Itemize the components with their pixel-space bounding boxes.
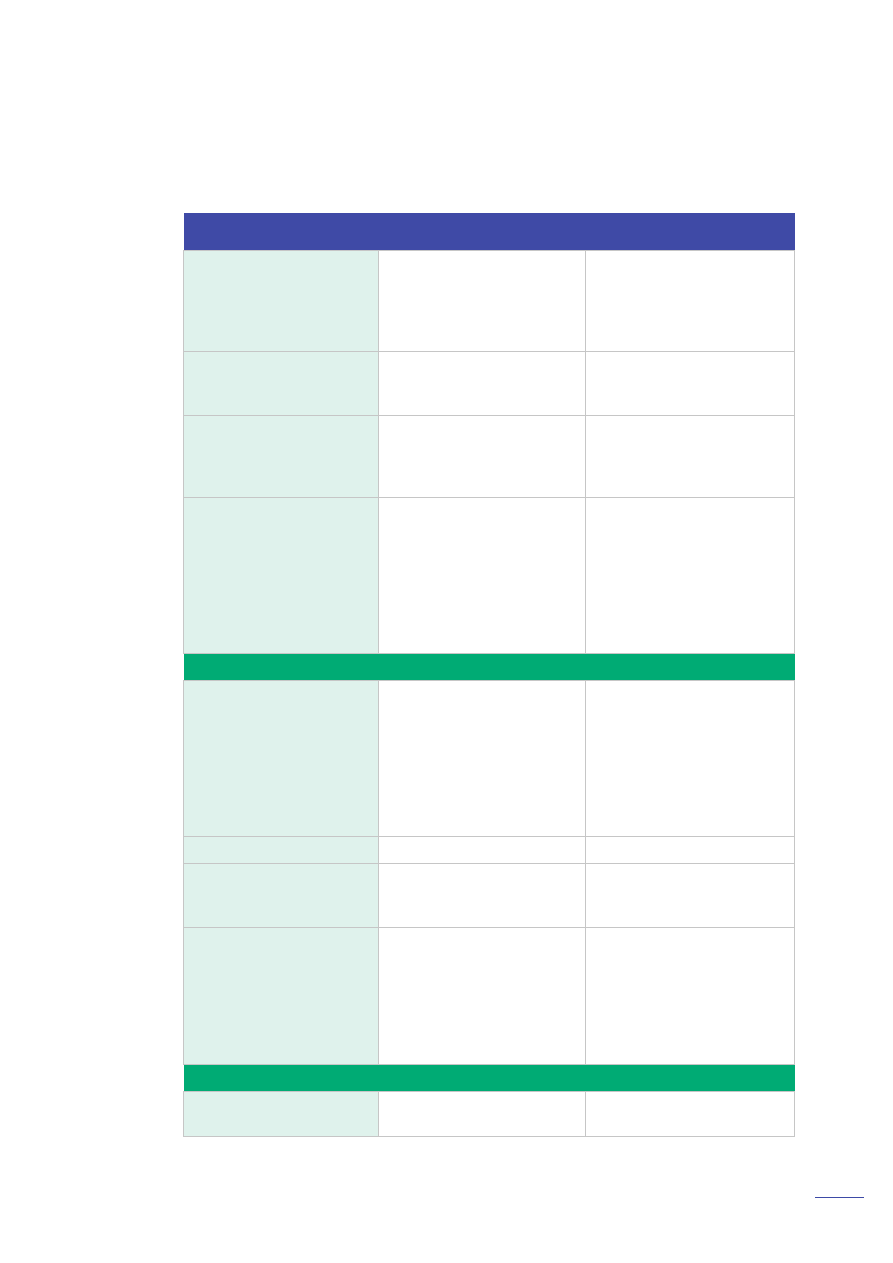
row-value-cell	[378, 1091, 586, 1137]
section-heading	[183, 1064, 795, 1092]
row-value-cell	[378, 415, 586, 498]
table-row	[183, 415, 795, 498]
section-heading-row	[183, 653, 795, 681]
table-row	[183, 1091, 795, 1137]
row-value-cell	[585, 836, 795, 864]
row-value-cell	[378, 927, 586, 1065]
row-value-cell	[585, 415, 795, 498]
table-header-row	[183, 213, 795, 251]
row-label-cell	[183, 927, 379, 1065]
table-row	[183, 250, 795, 352]
row-value-cell	[585, 497, 795, 654]
section-heading-row	[183, 1064, 795, 1092]
row-value-cell	[585, 863, 795, 928]
row-value-cell	[378, 250, 586, 352]
table-row	[183, 497, 795, 654]
row-value-cell	[585, 250, 795, 352]
section-heading	[183, 653, 795, 681]
table-row	[183, 836, 795, 864]
row-label-cell	[183, 680, 379, 837]
table-row	[183, 680, 795, 837]
page-footer-rule	[815, 1197, 864, 1198]
row-label-cell	[183, 250, 379, 352]
table-row	[183, 927, 795, 1065]
row-label-cell	[183, 863, 379, 928]
row-value-cell	[378, 836, 586, 864]
row-value-cell	[585, 680, 795, 837]
document-table	[183, 213, 795, 1137]
row-value-cell	[585, 351, 795, 416]
header-cell	[183, 213, 379, 251]
row-value-cell	[378, 351, 586, 416]
row-value-cell	[378, 497, 586, 654]
table-row	[183, 863, 795, 928]
row-label-cell	[183, 415, 379, 498]
row-label-cell	[183, 1091, 379, 1137]
row-value-cell	[585, 927, 795, 1065]
row-value-cell	[378, 863, 586, 928]
table-row	[183, 351, 795, 416]
row-value-cell	[585, 1091, 795, 1137]
header-cell	[378, 213, 586, 251]
header-cell	[585, 213, 795, 251]
row-label-cell	[183, 351, 379, 416]
row-label-cell	[183, 836, 379, 864]
row-value-cell	[378, 680, 586, 837]
row-label-cell	[183, 497, 379, 654]
